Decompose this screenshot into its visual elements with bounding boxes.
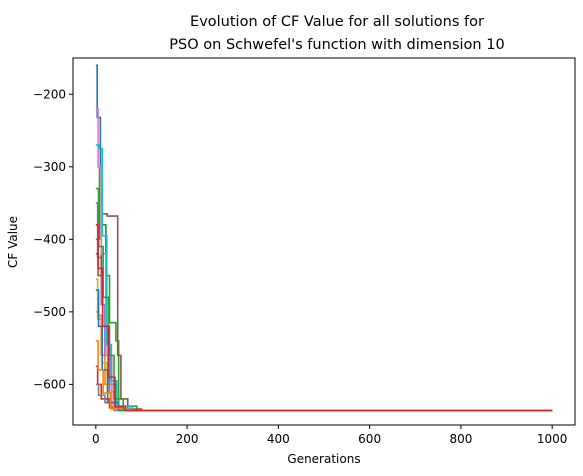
series-line: [95, 383, 553, 412]
series-line: [95, 311, 553, 412]
series-line: [95, 107, 553, 412]
x-axis-label: Generations: [287, 452, 360, 466]
series-line: [95, 165, 553, 412]
y-tick-label: −600: [33, 377, 66, 391]
series-line: [95, 340, 553, 412]
chart-title-line-1: Evolution of CF Value for all solutions …: [190, 14, 484, 30]
series-line: [95, 144, 553, 412]
chart-title-line-2: PSO on Schwefel's function with dimensio…: [169, 37, 504, 53]
x-axis: 0 200 400 600 800 1000: [92, 425, 567, 446]
y-tick-label: −300: [33, 160, 66, 174]
y-tick-label: −500: [33, 305, 66, 319]
x-tick-label: 800: [449, 432, 472, 446]
x-tick-label: 0: [92, 432, 100, 446]
y-tick-label: −200: [33, 87, 66, 101]
series-line: [95, 365, 553, 412]
series-line: [95, 224, 553, 412]
y-tick-label: −400: [33, 232, 66, 246]
x-tick-label: 1000: [537, 432, 568, 446]
y-axis-label: CF Value: [6, 216, 20, 268]
chart-title: Evolution of CF Value for all solutions …: [169, 14, 504, 53]
y-axis: −600 −500 −400 −300 −200: [33, 87, 73, 391]
series-line: [95, 289, 553, 412]
x-tick-label: 200: [176, 432, 199, 446]
series-line: [95, 187, 553, 412]
series-layer: [95, 64, 553, 412]
series-line: [95, 213, 553, 412]
series-line: [95, 278, 553, 412]
plot-frame: [72, 57, 576, 426]
series-line: [95, 64, 553, 412]
x-tick-label: 400: [267, 432, 290, 446]
series-line: [95, 202, 553, 412]
x-tick-label: 600: [358, 432, 381, 446]
